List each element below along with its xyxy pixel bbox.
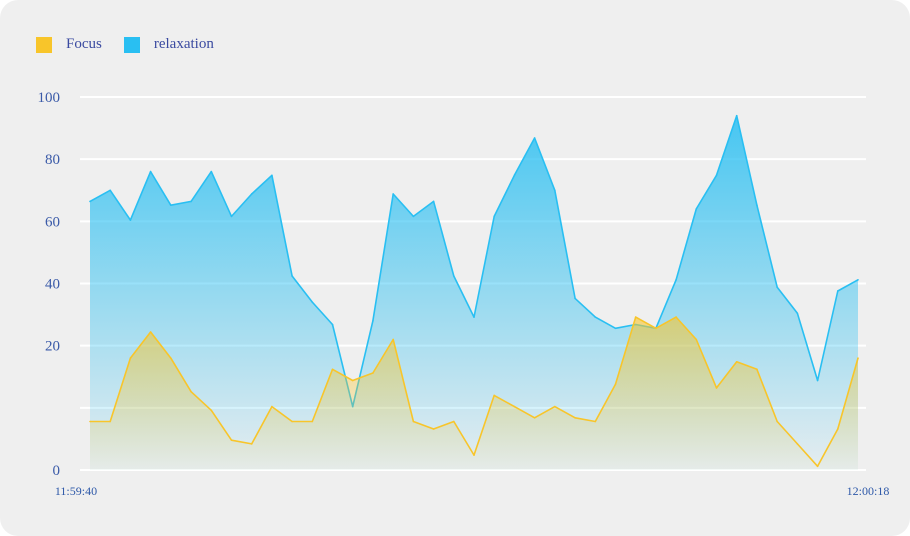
focus-point bbox=[574, 416, 576, 419]
y-tick-label: 80 bbox=[45, 152, 60, 168]
relaxation-point bbox=[473, 316, 475, 318]
focus-point bbox=[594, 420, 597, 423]
focus-point bbox=[816, 465, 819, 468]
focus-point bbox=[170, 357, 172, 359]
focus-point bbox=[513, 405, 516, 408]
x-tick-label: 11:59:40 bbox=[55, 484, 97, 498]
focus-point bbox=[473, 454, 475, 456]
relaxation-point bbox=[250, 193, 253, 195]
relaxation-point bbox=[230, 215, 233, 218]
relaxation-point bbox=[311, 301, 314, 303]
focus-point bbox=[735, 361, 738, 363]
focus-point bbox=[432, 428, 435, 430]
relaxation-point bbox=[816, 379, 819, 382]
focus-point bbox=[311, 420, 314, 423]
focus-point bbox=[857, 357, 859, 359]
chart-legend: Focus relaxation bbox=[36, 36, 236, 53]
x-axis-ticks: 11:59:40 12:00:18 bbox=[55, 484, 889, 498]
focus-point bbox=[331, 368, 334, 371]
focus-point bbox=[533, 416, 536, 419]
relaxation-swatch-icon bbox=[123, 36, 140, 53]
focus-point bbox=[372, 372, 374, 374]
series-layer bbox=[89, 114, 859, 470]
relaxation-point bbox=[109, 189, 112, 192]
focus-point bbox=[836, 428, 839, 430]
focus-point bbox=[89, 420, 91, 423]
relaxation-point bbox=[796, 312, 799, 315]
focus-point bbox=[493, 394, 496, 397]
relaxation-point bbox=[271, 174, 273, 177]
focus-point bbox=[452, 420, 455, 423]
relaxation-point bbox=[432, 200, 435, 203]
relaxation-point bbox=[392, 193, 394, 195]
relaxation-point bbox=[291, 275, 293, 277]
relaxation-point bbox=[554, 189, 556, 192]
relaxation-point bbox=[836, 290, 839, 292]
relaxation-point bbox=[210, 170, 213, 173]
focus-point bbox=[149, 331, 152, 333]
x-tick-label: 12:00:18 bbox=[847, 484, 890, 498]
focus-point bbox=[210, 409, 213, 412]
focus-point bbox=[271, 405, 273, 408]
focus-point bbox=[796, 443, 799, 445]
relaxation-point bbox=[149, 170, 152, 173]
focus-point bbox=[634, 316, 637, 318]
relaxation-point bbox=[372, 320, 374, 322]
relaxation-point bbox=[412, 215, 415, 218]
focus-point bbox=[412, 420, 415, 423]
relaxation-point bbox=[129, 219, 132, 221]
relaxation-point bbox=[614, 327, 617, 330]
relaxation-point bbox=[493, 215, 496, 218]
legend-item-focus[interactable]: Focus bbox=[36, 36, 102, 53]
focus-point bbox=[392, 338, 394, 341]
focus-point bbox=[554, 405, 556, 408]
legend-label-relaxation: relaxation bbox=[153, 36, 214, 52]
focus-point bbox=[675, 316, 677, 318]
focus-area bbox=[90, 317, 858, 470]
focus-point bbox=[351, 379, 354, 382]
relaxation-point bbox=[594, 316, 597, 318]
focus-point bbox=[109, 420, 112, 423]
focus-point bbox=[715, 387, 718, 389]
focus-swatch-icon bbox=[36, 36, 52, 53]
legend-label-focus: Focus bbox=[66, 36, 102, 52]
relaxation-point bbox=[89, 200, 91, 203]
relaxation-point bbox=[331, 323, 334, 326]
relaxation-point bbox=[715, 174, 718, 177]
focus-point bbox=[291, 420, 293, 423]
y-tick-label: 60 bbox=[45, 214, 60, 230]
focus-point bbox=[655, 327, 657, 330]
relaxation-point bbox=[756, 204, 758, 206]
relaxation-point bbox=[776, 286, 778, 289]
y-tick-label: 40 bbox=[45, 277, 60, 293]
focus-point bbox=[250, 443, 253, 445]
relaxation-point bbox=[735, 114, 738, 117]
focus-point bbox=[756, 368, 758, 371]
relaxation-point bbox=[513, 174, 516, 177]
legend-item-relaxation[interactable]: relaxation bbox=[123, 36, 214, 53]
y-tick-label: 100 bbox=[38, 90, 61, 106]
relaxation-point bbox=[190, 200, 192, 203]
focus-point bbox=[614, 383, 617, 386]
focus-point bbox=[695, 338, 698, 341]
relaxation-point bbox=[170, 204, 172, 206]
y-axis-ticks: 0 20 40 60 80 100 bbox=[38, 90, 61, 479]
relaxation-point bbox=[574, 297, 576, 300]
focus-point bbox=[230, 439, 233, 441]
y-tick-label: 20 bbox=[45, 339, 60, 355]
relaxation-point bbox=[857, 278, 859, 281]
relaxation-point bbox=[452, 275, 455, 277]
focus-point bbox=[129, 357, 132, 359]
relaxation-point bbox=[675, 278, 677, 281]
relaxation-point bbox=[533, 137, 536, 139]
relaxation-point bbox=[695, 208, 698, 210]
focus-point bbox=[776, 420, 778, 423]
focus-point bbox=[190, 390, 192, 393]
y-tick-label: 0 bbox=[53, 463, 61, 479]
